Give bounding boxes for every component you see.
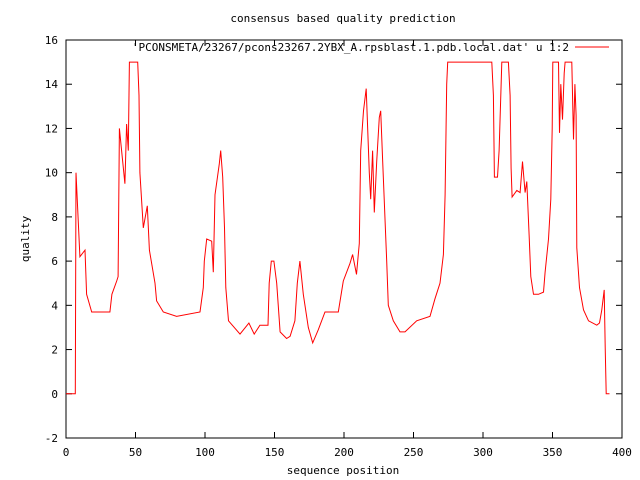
axis-ticks: 0 50 100 150 200 250 300 350 400 -2 0 2 4 6 8 10 12 14 16: [45, 34, 632, 459]
legend: 'PCONSMETA/23267/pcons23267.2YBX_A.rpsbl…: [132, 41, 609, 54]
y-tick-label: 14: [45, 78, 59, 91]
x-tick-label: 250: [404, 446, 424, 459]
x-tick-label: 50: [129, 446, 142, 459]
y-axis-label: quality: [19, 215, 32, 262]
chart-title: consensus based quality prediction: [230, 12, 455, 25]
x-tick-label: 200: [334, 446, 354, 459]
x-tick-label: 350: [543, 446, 563, 459]
y-tick-label: 2: [51, 344, 58, 357]
y-tick-label: 4: [51, 299, 58, 312]
x-tick-label: 0: [63, 446, 70, 459]
y-tick-label: 12: [45, 122, 58, 135]
y-tick-label: 6: [51, 255, 58, 268]
x-axis-label: sequence position: [287, 464, 400, 477]
series-line: [66, 61, 610, 395]
x-tick-label: 400: [612, 446, 632, 459]
x-tick-label: 100: [195, 446, 215, 459]
y-tick-label: 8: [51, 211, 58, 224]
x-tick-label: 300: [473, 446, 493, 459]
x-tick-label: 150: [265, 446, 285, 459]
y-tick-label: 10: [45, 167, 58, 180]
plot-frame: [65, 39, 623, 439]
y-tick-label: 16: [45, 34, 58, 47]
y-tick-label: 0: [51, 388, 58, 401]
y-tick-label: -2: [45, 432, 58, 445]
legend-label: 'PCONSMETA/23267/pcons23267.2YBX_A.rpsbl…: [132, 41, 569, 54]
